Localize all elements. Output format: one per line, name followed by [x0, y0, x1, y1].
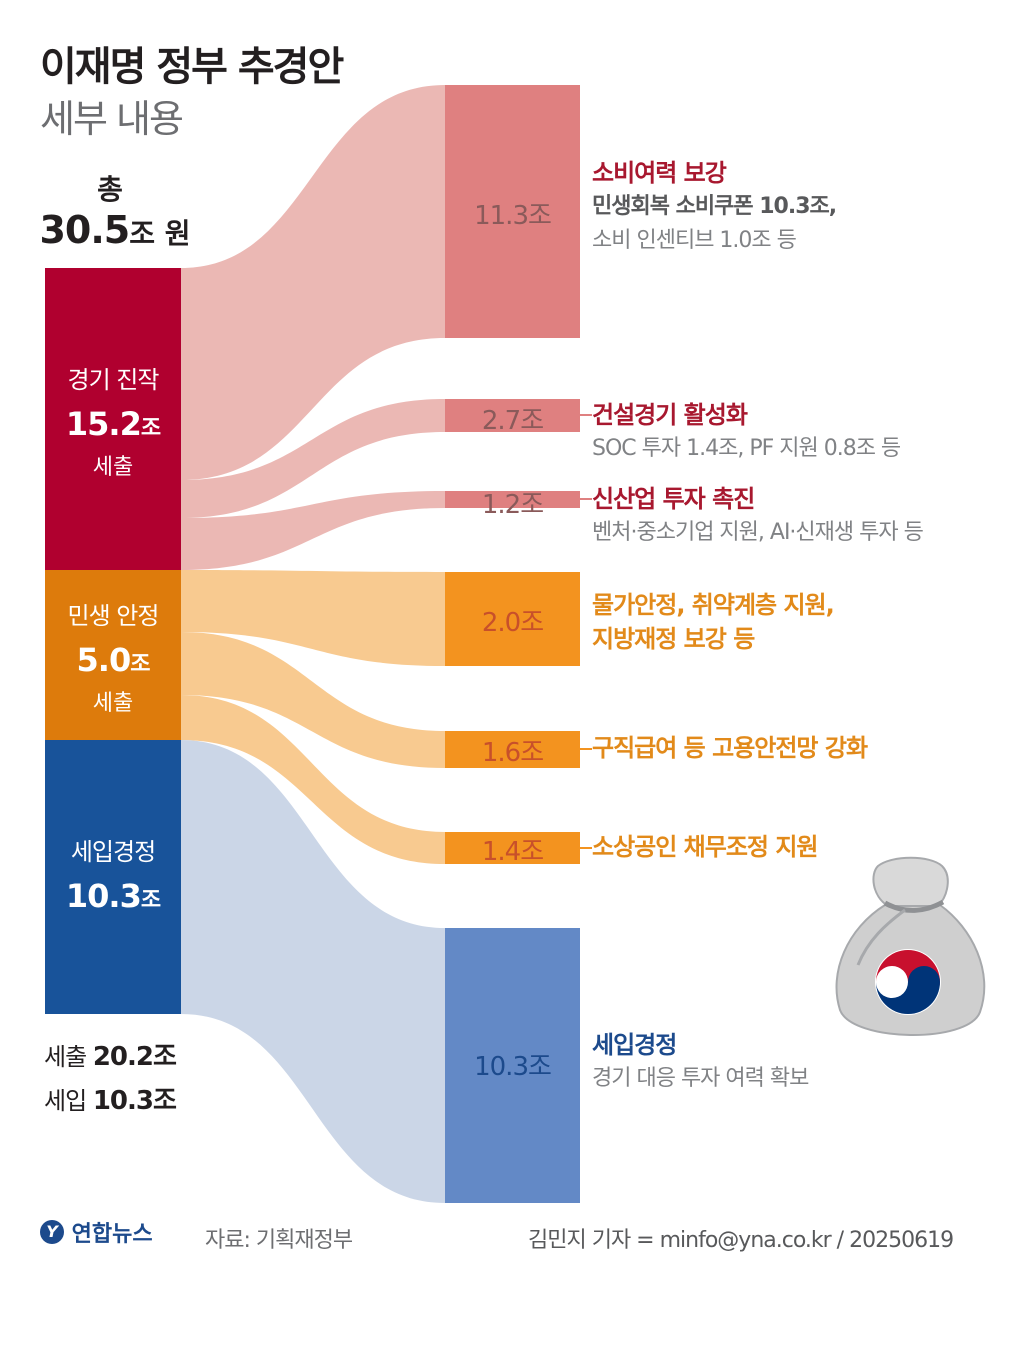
desc-small-business: 소상공인 채무조정 지원: [592, 830, 819, 864]
target-bar-small-business: [445, 832, 580, 864]
summary-value: 10.3조: [92, 1086, 177, 1116]
source-name: 경기 진작: [67, 366, 160, 394]
target-value-consumption: 11.3조: [474, 201, 552, 231]
source-label-economy: 경기 진작 15.2조 세출: [45, 360, 181, 481]
flow-revenue: [181, 740, 445, 1203]
total-number: 30.5: [39, 208, 130, 252]
flow-construction: [181, 399, 445, 518]
credit-line: 김민지 기자 = minfo@yna.co.kr / 20250619: [528, 1228, 954, 1253]
summary-value: 20.2조: [92, 1042, 177, 1072]
summary-expenditure: 세출 20.2조: [44, 1036, 177, 1073]
total-unit: 조 원: [129, 217, 191, 250]
flow-price-stability: [181, 570, 445, 666]
desc-title: 소비여력 보강: [592, 159, 727, 187]
target-bar-new-industry: [445, 491, 580, 508]
desc-title: 구직급여 등 고용안전망 강화: [592, 734, 868, 762]
summary-label: 세출: [44, 1043, 87, 1071]
logo-text: 연합뉴스: [71, 1222, 153, 1247]
flow-new-industry: [181, 491, 445, 570]
summary-label: 세입: [44, 1087, 87, 1115]
target-value-employment: 1.6조: [481, 738, 544, 768]
desc-new-industry: 신산업 투자 촉진 벤처·중소기업 지원, AI·신재생 투자 등: [592, 482, 924, 550]
desc-title: 세입경정: [592, 1031, 677, 1059]
desc-title: 건설경기 활성화: [592, 401, 748, 429]
total-value: 30.5조 원: [30, 208, 200, 252]
summary-revenue: 세입 10.3조: [44, 1080, 177, 1117]
target-value-price-stability: 2.0조: [481, 608, 544, 638]
source-amount: 15.2조: [65, 405, 161, 443]
desc-title: 신산업 투자 촉진: [592, 485, 755, 513]
target-value-revenue: 10.3조: [474, 1052, 552, 1082]
flow-small-business: [181, 695, 445, 864]
desc-revenue: 세입경정 경기 대응 투자 여력 확보: [592, 1028, 809, 1096]
desc-price-stability: 물가안정, 취약계층 지원, 지방재정 보강 등: [592, 588, 835, 656]
source-amount: 5.0조: [76, 641, 151, 679]
source-label-livelihood: 민생 안정 5.0조 세출: [45, 596, 181, 717]
page-subtitle: 세부 내용: [40, 97, 184, 141]
target-value-small-business: 1.4조: [481, 837, 544, 867]
desc-line: 소비 인센티브 1.0조 등: [592, 228, 797, 253]
target-bar-consumption: [445, 85, 580, 338]
source-name: 민생 안정: [67, 602, 160, 630]
flow-employment: [181, 632, 445, 768]
target-bar-employment: [445, 731, 580, 768]
source-bar-livelihood: [45, 570, 181, 740]
target-bar-price-stability: [445, 572, 580, 666]
target-bar-construction: [445, 399, 580, 432]
target-value-construction: 2.7조: [481, 406, 544, 436]
yonhap-logo: Y 연합뉴스: [40, 1216, 153, 1248]
source-bar-revenue: [45, 740, 181, 1014]
source-amount: 10.3조: [65, 877, 161, 915]
yonhap-logo-icon: Y: [40, 1220, 64, 1244]
desc-title: 소상공인 채무조정 지원: [592, 833, 819, 861]
desc-line: 벤처·중소기업 지원, AI·신재생 투자 등: [592, 520, 924, 545]
source-name: 세입경정: [70, 838, 156, 866]
target-value-new-industry: 1.2조: [481, 490, 544, 520]
source-type: 세출: [92, 455, 134, 480]
target-bar-revenue: [445, 928, 580, 1203]
source-type: 세출: [92, 691, 134, 716]
total-label: 총: [97, 173, 123, 206]
desc-construction: 건설경기 활성화 SOC 투자 1.4조, PF 지원 0.8조 등: [592, 398, 901, 466]
source-label-revenue: 세입경정 10.3조: [45, 832, 181, 915]
desc-title: 물가안정, 취약계층 지원,: [592, 591, 835, 619]
source-bar-economy: [45, 268, 181, 570]
desc-line: 민생회복 소비쿠폰 10.3조,: [592, 194, 837, 219]
desc-employment: 구직급여 등 고용안전망 강화: [592, 731, 868, 765]
desc-line: 지방재정 보강 등: [592, 625, 755, 653]
page-title: 이재명 정부 추경안: [40, 44, 344, 90]
desc-line: SOC 투자 1.4조, PF 지원 0.8조 등: [592, 436, 901, 461]
desc-line: 경기 대응 투자 여력 확보: [592, 1066, 809, 1091]
flow-consumption: [181, 85, 445, 480]
money-bag-icon: [835, 856, 986, 1036]
source-note: 자료: 기획재정부: [205, 1228, 353, 1253]
desc-consumption: 소비여력 보강 민생회복 소비쿠폰 10.3조, 소비 인센티브 1.0조 등: [592, 156, 837, 258]
